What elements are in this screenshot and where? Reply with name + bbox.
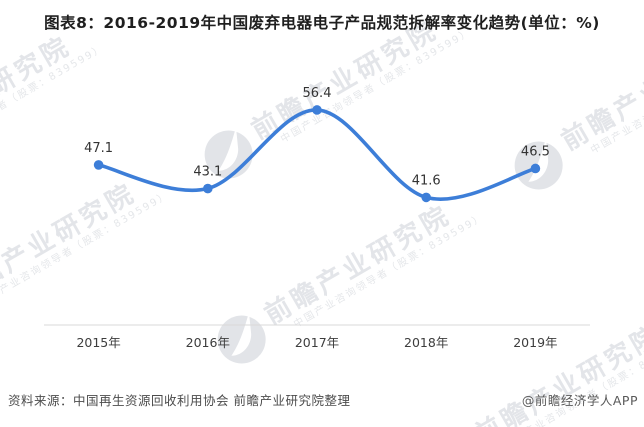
data-label: 56.4 bbox=[303, 86, 332, 101]
x-axis-label: 2019年 bbox=[513, 335, 557, 350]
data-label: 47.1 bbox=[84, 141, 113, 156]
x-axis-label: 2017年 bbox=[295, 335, 339, 350]
credit-badge: @前瞻经济学人APP bbox=[521, 393, 638, 408]
data-point bbox=[421, 192, 432, 203]
source-note: 资料来源：中国再生资源回收利用协会 前瞻产业研究院整理 bbox=[8, 393, 351, 408]
data-label: 46.5 bbox=[521, 144, 550, 159]
data-label: 43.1 bbox=[193, 165, 222, 180]
trend-line bbox=[96, 108, 538, 201]
data-point bbox=[203, 183, 213, 194]
data-label: 41.6 bbox=[412, 173, 441, 188]
x-axis-label: 2015年 bbox=[76, 335, 120, 350]
x-axis-label: 2016年 bbox=[186, 335, 230, 350]
data-point bbox=[530, 163, 541, 174]
data-point bbox=[93, 160, 104, 170]
trend-chart: 2015年 2016年 2017年 2018年 2019年 47.1 43.1 56.4 41.… bbox=[44, 86, 590, 350]
x-axis-label: 2018年 bbox=[404, 335, 448, 350]
data-point bbox=[312, 105, 322, 115]
chart-title: 图表8：2016-2019年中国废弃电器电子产品规范拆解率变化趋势(单位：%) bbox=[44, 14, 600, 32]
